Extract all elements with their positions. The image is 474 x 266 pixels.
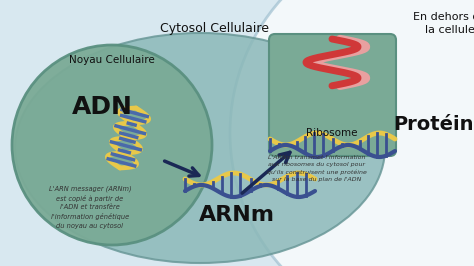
Text: ARNm: ARNm [199,205,275,225]
Text: Cytosol Cellulaire: Cytosol Cellulaire [161,22,270,35]
Text: En dehors de
la cellule: En dehors de la cellule [413,12,474,35]
Text: Ribosome: Ribosome [306,128,358,138]
Text: Noyau Cellulaire: Noyau Cellulaire [69,55,155,65]
Text: L'ARN messager (ARNm)
est copié à partir de
l'ADN et transfère
l'information gén: L'ARN messager (ARNm) est copié à partir… [49,185,131,229]
Ellipse shape [15,33,385,263]
Text: ADN: ADN [72,95,133,119]
Text: Protéine: Protéine [393,115,474,135]
Circle shape [12,45,212,245]
Circle shape [230,0,474,266]
Text: L'ARNm transmet l'information
aux ribosomes du cytosol pour
qu'ils construisent : L'ARNm transmet l'information aux riboso… [267,155,367,182]
FancyBboxPatch shape [269,34,396,156]
